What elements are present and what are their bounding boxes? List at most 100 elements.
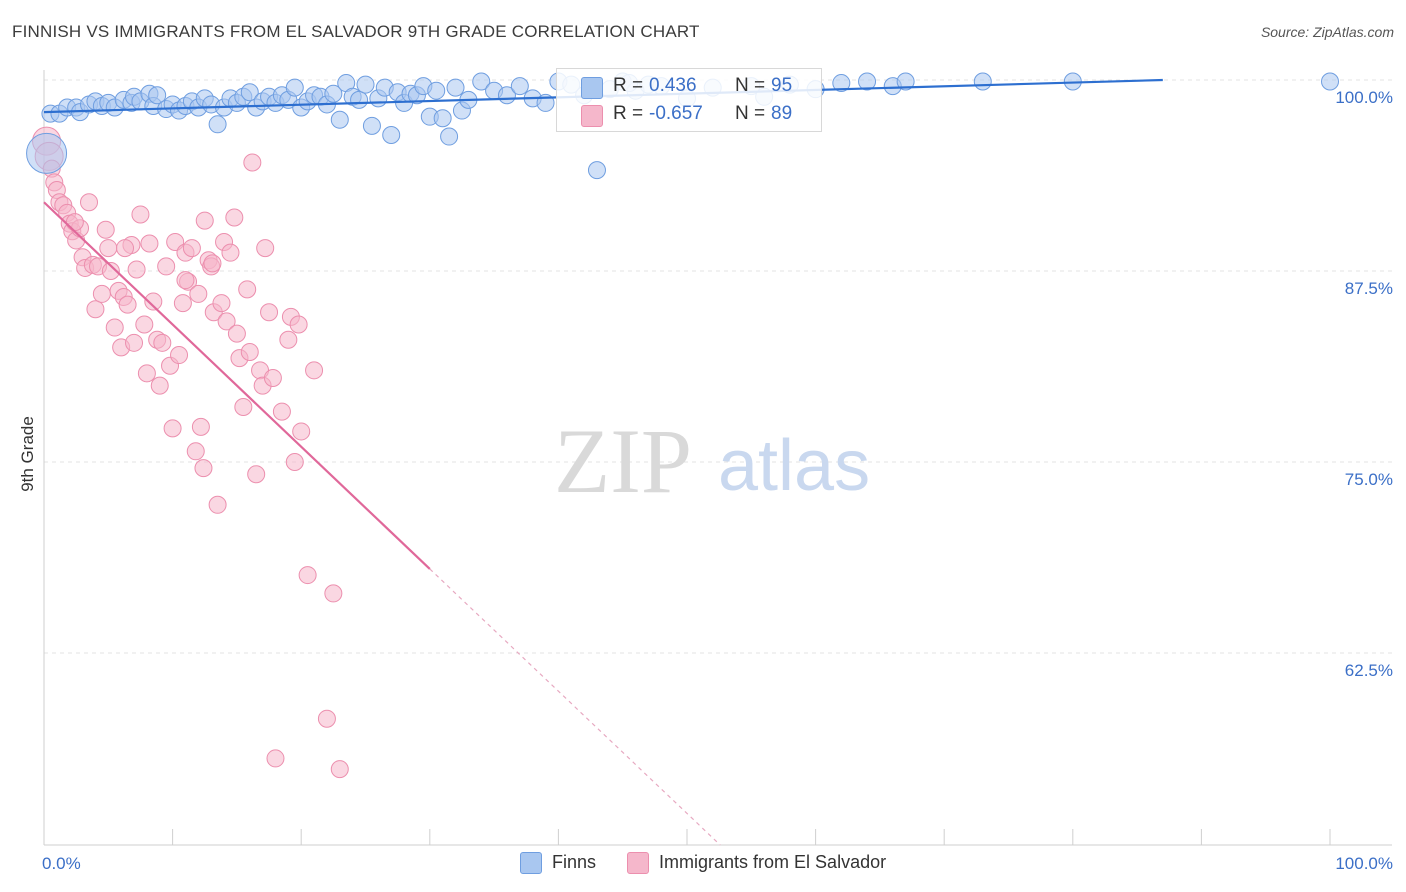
finns-point	[26, 132, 68, 174]
salvador-point	[285, 453, 304, 471]
salvador-trend-extension	[429, 568, 721, 846]
x-tick-labels: 0.0% 100.0%	[42, 854, 1393, 873]
series-legend: Finns Immigrants from El Salvador	[520, 852, 912, 875]
salvador-point	[263, 368, 282, 387]
salvador-point	[279, 330, 298, 349]
salvador-point	[227, 324, 246, 343]
salvador-point	[118, 295, 137, 314]
salvador-point	[173, 294, 192, 313]
legend-row-finns: R = 0.436 N = 95	[557, 71, 821, 101]
finns-point	[208, 115, 227, 134]
salvador-point	[289, 315, 308, 334]
finns-point	[510, 77, 529, 96]
salvador-point	[238, 280, 257, 299]
axes	[43, 70, 1392, 846]
finns-swatch	[581, 77, 603, 99]
finns-legend-label: Finns	[552, 852, 597, 873]
salvador-point	[135, 315, 154, 334]
salvador-point	[225, 208, 244, 227]
finns-point	[446, 78, 465, 97]
salvador-r-value: -0.657	[649, 103, 703, 124]
salvador-trend-line	[43, 201, 431, 570]
salvador-point	[221, 243, 240, 262]
salvador-point	[157, 257, 176, 276]
salvador-point	[191, 417, 210, 436]
source-label: Source: ZipAtlas.com	[1260, 24, 1394, 40]
finns-point	[440, 127, 459, 146]
chart-title: FINNISH VS IMMIGRANTS FROM EL SALVADOR 9…	[12, 22, 700, 41]
finns-point	[330, 110, 349, 129]
finns-point	[148, 86, 167, 105]
salvador-point	[240, 342, 259, 361]
n-label: N =	[735, 103, 766, 124]
salvador-point	[260, 303, 279, 322]
salvador-point	[305, 361, 324, 380]
legend-item-salvador[interactable]: Immigrants from El Salvador	[627, 852, 887, 875]
salvador-point	[116, 239, 135, 258]
salvador-legend-swatch	[627, 852, 650, 875]
salvador-point	[182, 239, 201, 258]
salvador-point	[153, 333, 172, 352]
finns-point	[1321, 72, 1339, 91]
salvador-point	[194, 459, 213, 478]
salvador-point	[208, 495, 227, 514]
salvador-point	[189, 284, 208, 303]
salvador-point	[272, 402, 291, 421]
salvador-point	[96, 220, 115, 239]
y-tick-label: 87.5%	[1345, 279, 1393, 298]
salvador-point	[243, 153, 262, 172]
salvador-point	[86, 300, 105, 319]
finns-point	[285, 78, 304, 97]
finns-point	[350, 90, 369, 109]
y-tick-label: 75.0%	[1345, 470, 1393, 489]
finns-point	[896, 72, 915, 91]
salvador-point	[212, 294, 231, 313]
finns-point	[433, 109, 452, 128]
salvador-point	[324, 584, 343, 603]
x-tick-label: 0.0%	[42, 854, 81, 873]
r-label: R =	[613, 103, 644, 124]
salvador-points	[32, 126, 349, 779]
legend-item-finns[interactable]: Finns	[520, 852, 597, 875]
salvador-point	[80, 193, 99, 212]
salvador-point	[140, 234, 159, 253]
salvador-point	[176, 271, 195, 290]
watermark-atlas: atlas	[718, 426, 870, 506]
salvador-point	[99, 239, 118, 258]
salvador-point	[217, 312, 236, 331]
finns-point	[382, 126, 401, 145]
finns-point	[356, 75, 375, 94]
salvador-swatch	[581, 105, 603, 127]
salvador-point	[317, 709, 336, 728]
salvador-point	[65, 213, 84, 232]
salvador-point	[195, 211, 214, 230]
salvador-point	[101, 262, 120, 280]
finns-point	[858, 72, 877, 91]
watermark-zip: ZIP	[554, 410, 692, 512]
legend-row-salvador: R = -0.657 N = 89	[557, 99, 821, 129]
stats-legend: R = 0.436 N = 95 R = -0.657 N = 89	[556, 68, 822, 132]
finns-r-value: 0.436	[649, 75, 697, 96]
salvador-point	[330, 760, 349, 779]
salvador-point	[125, 333, 144, 352]
salvador-point	[92, 284, 111, 303]
finns-legend-swatch	[520, 852, 542, 875]
salvador-point	[105, 318, 124, 337]
salvador-legend-label: Immigrants from El Salvador	[659, 852, 887, 873]
n-label: N =	[735, 75, 766, 96]
finns-point	[587, 161, 606, 180]
salvador-point	[186, 442, 205, 461]
y-tick-labels: 100.0% 87.5% 75.0% 62.5%	[1335, 88, 1393, 680]
salvador-point	[266, 749, 285, 768]
salvador-point	[256, 239, 275, 258]
salvador-point	[163, 419, 182, 438]
finns-point	[832, 74, 851, 93]
salvador-point	[137, 364, 156, 383]
finns-point	[240, 83, 259, 102]
r-label: R =	[613, 75, 644, 96]
salvador-n-value: 89	[771, 103, 793, 124]
y-tick-label: 62.5%	[1345, 661, 1393, 680]
salvador-point	[292, 422, 311, 441]
salvador-point	[150, 376, 169, 395]
finns-n-value: 95	[771, 75, 793, 96]
